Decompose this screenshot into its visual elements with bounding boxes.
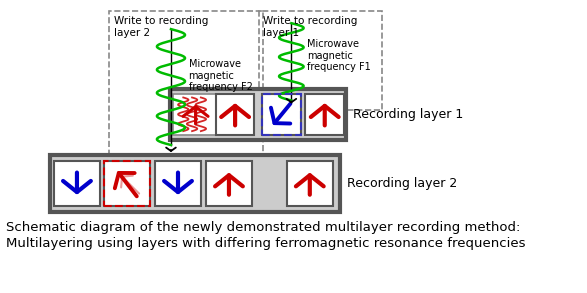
- Bar: [216, 93, 254, 135]
- Bar: [262, 93, 301, 135]
- Bar: [287, 161, 333, 207]
- Bar: [262, 93, 301, 135]
- Bar: [54, 161, 100, 207]
- Text: Write to recording
layer 1: Write to recording layer 1: [263, 16, 357, 38]
- Text: Recording layer 2: Recording layer 2: [347, 177, 457, 190]
- Bar: [104, 161, 150, 207]
- Bar: [104, 161, 150, 207]
- Bar: [50, 155, 340, 212]
- Text: Write to recording
layer 2: Write to recording layer 2: [114, 16, 208, 38]
- Text: Microwave
magnetic
frequency F2: Microwave magnetic frequency F2: [188, 59, 252, 92]
- Bar: [206, 161, 252, 207]
- Text: Schematic diagram of the newly demonstrated multilayer recording method:: Schematic diagram of the newly demonstra…: [6, 221, 520, 234]
- Bar: [259, 11, 382, 110]
- Text: Recording layer 1: Recording layer 1: [353, 108, 463, 121]
- Text: Multilayering using layers with differing ferromagnetic resonance frequencies: Multilayering using layers with differin…: [6, 237, 525, 250]
- Bar: [170, 88, 346, 140]
- Text: Microwave
magnetic
frequency F1: Microwave magnetic frequency F1: [307, 39, 371, 72]
- Bar: [155, 161, 201, 207]
- Bar: [109, 11, 263, 165]
- Bar: [173, 93, 218, 135]
- Bar: [305, 93, 344, 135]
